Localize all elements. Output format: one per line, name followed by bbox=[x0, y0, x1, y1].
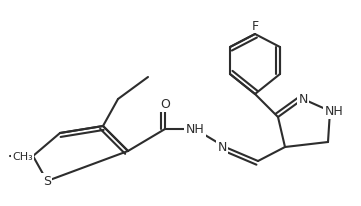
Text: N: N bbox=[217, 141, 227, 154]
Text: F: F bbox=[252, 19, 258, 32]
Text: NH: NH bbox=[186, 123, 204, 136]
Text: S: S bbox=[43, 175, 51, 188]
Text: N: N bbox=[298, 93, 308, 106]
Text: CH₃: CH₃ bbox=[12, 151, 33, 161]
Text: O: O bbox=[160, 98, 170, 111]
Text: NH: NH bbox=[325, 105, 343, 118]
